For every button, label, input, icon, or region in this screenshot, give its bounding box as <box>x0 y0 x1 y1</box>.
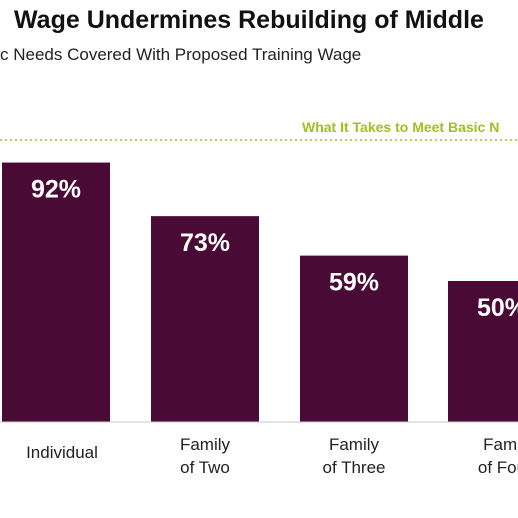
bars-group: 92% 73% 59% 50% <box>2 162 518 422</box>
category-labels-group: Individual Family of Two Family of Three Fami… <box>26 435 518 477</box>
bar <box>151 216 259 422</box>
chart-subtitle: c Needs Covered With Proposed Training W… <box>0 45 361 64</box>
category-label: of Fou <box>478 458 518 477</box>
category-label: of Two <box>180 458 230 477</box>
bar <box>300 255 408 422</box>
chart-title: Wage Undermines Rebuilding of Middle <box>14 6 484 34</box>
bar-value-label: 73% <box>180 229 230 257</box>
bar-value-label: 92% <box>31 176 81 204</box>
category-label: Family <box>180 435 231 454</box>
category-label: Fami <box>483 435 518 454</box>
category-label: of Three <box>322 458 385 477</box>
bar <box>2 162 110 422</box>
bar-value-label: 50% <box>477 294 518 322</box>
bar <box>448 281 518 422</box>
reference-line-label: What It Takes to Meet Basic N <box>302 119 499 135</box>
category-label: Individual <box>26 443 98 462</box>
bar-value-label: 59% <box>329 269 379 297</box>
category-label: Family <box>329 435 380 454</box>
